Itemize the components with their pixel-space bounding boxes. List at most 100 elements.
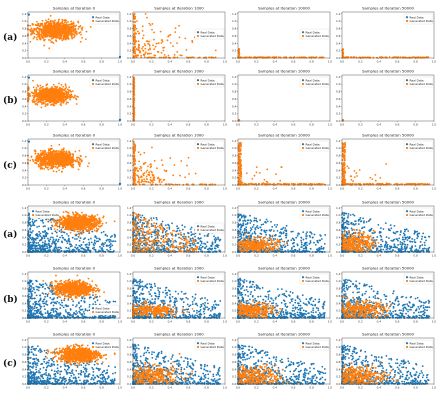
data-point xyxy=(239,149,242,152)
y-tick-label: 1.0 xyxy=(22,82,27,86)
data-point xyxy=(144,161,147,164)
data-point xyxy=(36,247,39,250)
data-point xyxy=(79,25,82,27)
data-point xyxy=(347,167,350,169)
x-tick-label: 0.6 xyxy=(186,60,191,64)
x-tick-label: 1.0 xyxy=(432,123,437,127)
data-point xyxy=(43,167,46,170)
data-point xyxy=(44,156,47,159)
data-point xyxy=(38,157,41,159)
scatter-panel-13: Samples at Iteration 00.0 0.2 0.4 0.6 0.8 1.0… xyxy=(22,200,122,258)
data-point xyxy=(136,174,138,177)
data-point xyxy=(65,22,68,24)
data-point xyxy=(152,181,154,184)
data-point xyxy=(343,174,346,177)
data-point xyxy=(43,38,46,41)
x-tick-label: 0.8 xyxy=(204,123,209,127)
legend-marker xyxy=(301,79,305,82)
data-point xyxy=(374,173,377,176)
data-point xyxy=(238,178,241,181)
data-point xyxy=(55,33,57,36)
axes-frame xyxy=(132,74,226,122)
data-point xyxy=(88,162,90,165)
data-point xyxy=(141,37,144,39)
data-point xyxy=(33,95,36,98)
legend-label: Real Data xyxy=(201,78,215,82)
data-point xyxy=(31,220,34,223)
data-point xyxy=(133,148,136,151)
y-tick-label: 0.4 xyxy=(336,104,341,108)
data-point xyxy=(40,97,43,100)
data-point xyxy=(46,245,48,248)
plot-area xyxy=(27,13,122,59)
data-point xyxy=(151,146,153,149)
data-point xyxy=(179,174,182,177)
data-point xyxy=(169,56,171,59)
data-point xyxy=(282,56,285,59)
data-point xyxy=(84,244,87,246)
data-point xyxy=(65,103,68,105)
data-point xyxy=(56,166,59,169)
data-point xyxy=(38,30,41,32)
data-point xyxy=(74,150,77,153)
data-point xyxy=(132,17,135,20)
x-tick-label: 0.2 xyxy=(44,187,49,191)
data-point xyxy=(142,49,145,52)
y-tick-label: 1.2 xyxy=(336,12,341,16)
data-point xyxy=(60,97,63,99)
y-tick-label: 1.2 xyxy=(232,75,237,79)
data-point xyxy=(59,163,61,166)
data-point xyxy=(144,12,147,15)
x-tick-label: 0.4 xyxy=(377,187,382,191)
data-point xyxy=(343,176,346,179)
data-point xyxy=(64,25,67,27)
data-point xyxy=(139,165,142,168)
plot-area xyxy=(27,76,122,121)
data-point xyxy=(43,90,46,92)
data-point xyxy=(342,168,344,171)
data-point xyxy=(64,21,66,24)
data-point xyxy=(40,219,42,222)
data-point xyxy=(186,164,188,167)
legend-marker xyxy=(196,34,200,38)
data-point xyxy=(164,56,167,59)
data-point xyxy=(144,51,147,54)
x-tick-label: 0.2 xyxy=(358,123,363,127)
data-point xyxy=(97,240,100,243)
legend-box xyxy=(403,13,434,25)
data-point xyxy=(59,26,62,29)
axes-frame xyxy=(341,74,435,122)
data-point xyxy=(55,238,58,241)
x-tick-label: 1.0 xyxy=(328,123,333,127)
data-point xyxy=(41,244,44,247)
data-point xyxy=(49,30,52,33)
data-point xyxy=(45,156,48,158)
data-point xyxy=(54,153,57,156)
data-point xyxy=(53,97,56,100)
data-point xyxy=(310,183,313,186)
data-point xyxy=(47,151,50,154)
data-point xyxy=(39,84,42,87)
data-point xyxy=(258,171,261,174)
panel-title: Samples at Iteration 0 xyxy=(53,200,96,205)
data-point xyxy=(35,33,38,36)
y-tick-label: 1.2 xyxy=(22,75,27,79)
y-tick-label: 0.4 xyxy=(336,168,341,172)
data-point xyxy=(43,149,46,152)
data-point xyxy=(67,151,70,154)
data-point xyxy=(47,157,50,160)
x-tick-label: 0.2 xyxy=(254,187,259,191)
data-point xyxy=(341,165,344,168)
x-tick-label: 0.4 xyxy=(377,123,382,127)
y-tick-label: 1.0 xyxy=(127,82,132,86)
data-point xyxy=(153,159,156,162)
data-point xyxy=(33,88,36,91)
y-tick-label: 0.0 xyxy=(22,183,27,187)
data-point xyxy=(61,90,64,93)
y-tick-label: 0.4 xyxy=(22,104,27,108)
data-point xyxy=(44,159,47,162)
data-point xyxy=(69,28,71,31)
x-tick-label: 0.0 xyxy=(26,123,31,127)
